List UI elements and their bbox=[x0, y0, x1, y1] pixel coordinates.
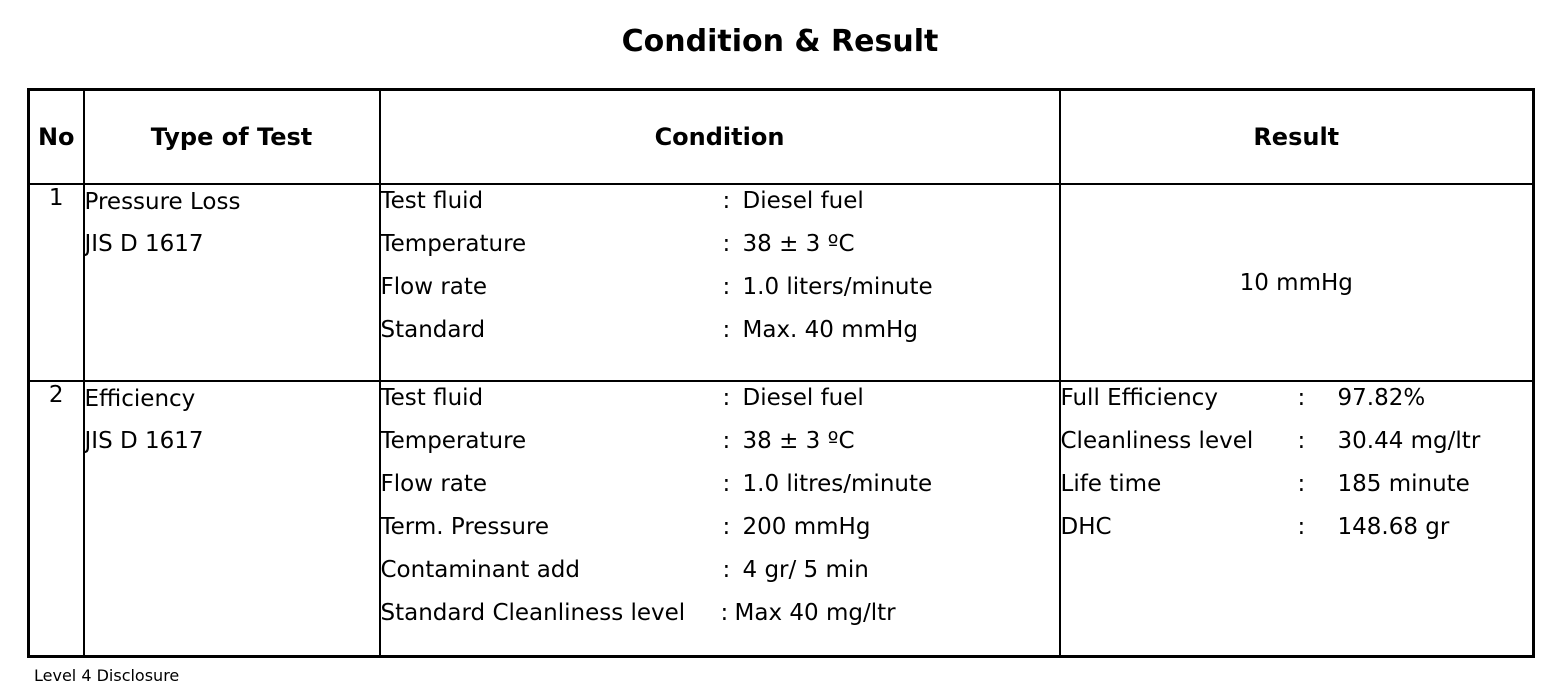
result-item: Life time : 185 minute bbox=[1061, 468, 1533, 511]
result-colon: : bbox=[1297, 471, 1306, 497]
condition-colon: : bbox=[720, 600, 729, 626]
result-item: Full Efficiency : 97.82% bbox=[1061, 382, 1533, 425]
result-item: DHC : 148.68 gr bbox=[1061, 511, 1533, 554]
result-item: Cleanliness level : 30.44 mg/ltr bbox=[1061, 425, 1533, 468]
result-label: Cleanliness level bbox=[1060, 428, 1254, 454]
condition-colon: : bbox=[722, 557, 731, 583]
header-no: No bbox=[27, 88, 85, 185]
condition-value: 200 mmHg bbox=[742, 514, 871, 540]
test-name: Pressure Loss bbox=[84, 189, 241, 215]
row-no: 1 bbox=[27, 183, 85, 382]
condition-value: 1.0 litres/minute bbox=[742, 471, 933, 497]
result-value: 97.82% bbox=[1337, 385, 1426, 411]
row-conditions: Test fluid : Diesel fuel Temperature : 3… bbox=[378, 380, 1061, 658]
condition-item: Temperature : 38 ± 3 ºC bbox=[381, 228, 1059, 271]
row-conditions: Test fluid : Diesel fuel Temperature : 3… bbox=[378, 183, 1061, 382]
test-standard: JIS D 1617 bbox=[84, 428, 204, 454]
page-title: Condition & Result bbox=[621, 24, 939, 59]
table-row: 2 Efficiency JIS D 1617 Test fluid : Die… bbox=[27, 380, 1535, 658]
table-row: 1 Pressure Loss JIS D 1617 Test fluid : … bbox=[27, 183, 1535, 382]
condition-colon: : bbox=[722, 317, 731, 343]
condition-item: Flow rate : 1.0 liters/minute bbox=[381, 271, 1059, 314]
result-colon: : bbox=[1297, 514, 1306, 540]
result-colon: : bbox=[1297, 385, 1306, 411]
result-label: Life time bbox=[1060, 471, 1162, 497]
condition-colon: : bbox=[722, 188, 731, 214]
condition-result-table: No Type of Test Condition Result 1 Press… bbox=[27, 88, 1535, 658]
condition-item: Contaminant add : 4 gr/ 5 min bbox=[381, 554, 1059, 597]
row-type-of-test: Efficiency JIS D 1617 bbox=[82, 380, 381, 658]
result-value: 30.44 mg/ltr bbox=[1337, 428, 1481, 454]
condition-label: Standard Cleanliness level bbox=[380, 600, 686, 626]
condition-colon: : bbox=[722, 471, 731, 497]
condition-label: Standard bbox=[380, 317, 486, 343]
condition-item: Flow rate : 1.0 litres/minute bbox=[381, 468, 1059, 511]
disclosure-footer: Level 4 Disclosure bbox=[34, 666, 180, 685]
result-colon: : bbox=[1297, 428, 1306, 454]
condition-item: Test fluid : Diesel fuel bbox=[381, 382, 1059, 425]
condition-value: Diesel fuel bbox=[742, 385, 864, 411]
header-type-of-test: Type of Test bbox=[82, 88, 381, 185]
condition-value: 4 gr/ 5 min bbox=[742, 557, 869, 583]
test-standard: JIS D 1617 bbox=[84, 231, 204, 257]
condition-value: 38 ± 3 ºC bbox=[742, 231, 855, 257]
table-header-row: No Type of Test Condition Result bbox=[27, 88, 1535, 185]
condition-colon: : bbox=[722, 231, 731, 257]
condition-item: Term. Pressure : 200 mmHg bbox=[381, 511, 1059, 554]
condition-label: Flow rate bbox=[380, 471, 488, 497]
result-label: DHC bbox=[1060, 514, 1112, 540]
row-no: 2 bbox=[27, 380, 85, 658]
condition-value: 1.0 liters/minute bbox=[742, 274, 933, 300]
row-result: 10 mmHg bbox=[1058, 183, 1535, 382]
result-value: 185 minute bbox=[1337, 471, 1470, 497]
row-results: Full Efficiency : 97.82% Cleanliness lev… bbox=[1058, 380, 1535, 658]
header-condition: Condition bbox=[378, 88, 1061, 185]
result-label: Full Efficiency bbox=[1060, 385, 1218, 411]
condition-colon: : bbox=[722, 274, 731, 300]
condition-label: Term. Pressure bbox=[380, 514, 550, 540]
condition-value: Max 40 mg/ltr bbox=[734, 600, 896, 626]
test-name: Efficiency bbox=[84, 386, 196, 412]
condition-value: Diesel fuel bbox=[742, 188, 864, 214]
condition-value: 38 ± 3 ºC bbox=[742, 428, 855, 454]
condition-label: Flow rate bbox=[380, 274, 488, 300]
condition-label: Test fluid bbox=[380, 188, 484, 214]
condition-colon: : bbox=[722, 385, 731, 411]
condition-label: Temperature bbox=[380, 231, 527, 257]
condition-item: Temperature : 38 ± 3 ºC bbox=[381, 425, 1059, 468]
condition-item: Standard : Max. 40 mmHg bbox=[381, 314, 1059, 357]
condition-label: Contaminant add bbox=[380, 557, 581, 583]
condition-label: Test fluid bbox=[380, 385, 484, 411]
condition-value: Max. 40 mmHg bbox=[742, 317, 918, 343]
condition-item: Standard Cleanliness level : Max 40 mg/l… bbox=[381, 597, 1059, 640]
result-value: 148.68 gr bbox=[1337, 514, 1450, 540]
condition-colon: : bbox=[722, 428, 731, 454]
header-result: Result bbox=[1058, 88, 1535, 185]
condition-label: Temperature bbox=[380, 428, 527, 454]
condition-item: Test fluid : Diesel fuel bbox=[381, 185, 1059, 228]
condition-colon: : bbox=[722, 514, 731, 540]
row-type-of-test: Pressure Loss JIS D 1617 bbox=[82, 183, 381, 382]
